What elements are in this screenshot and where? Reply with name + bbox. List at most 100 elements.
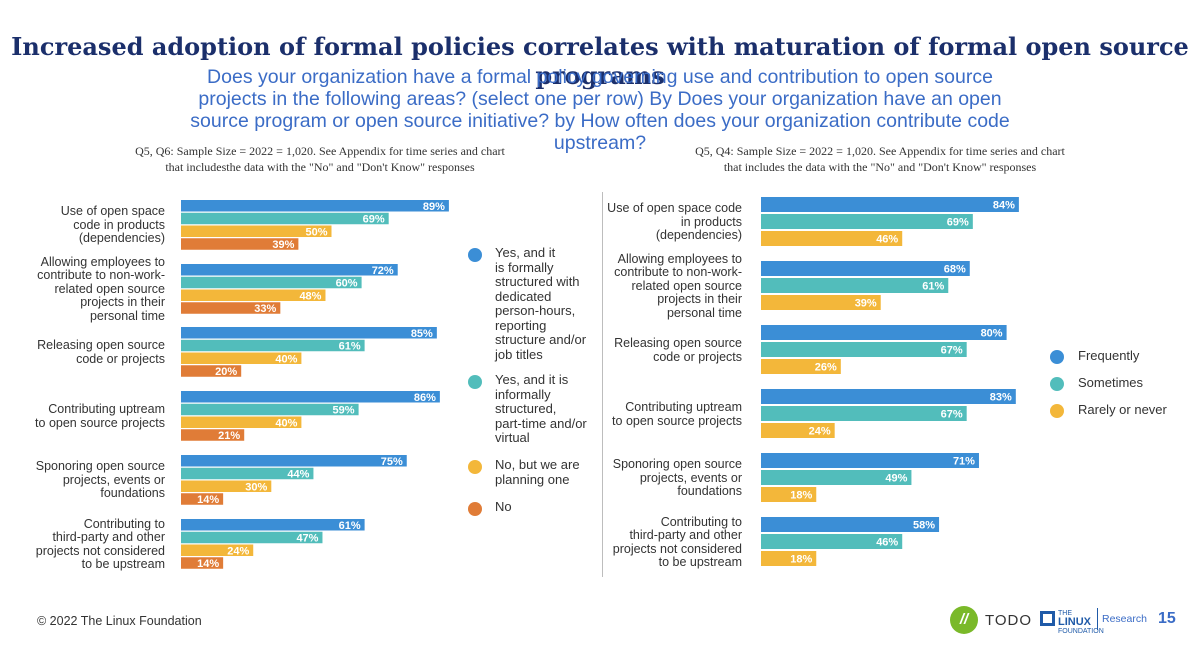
bar-value-label: 61% — [339, 520, 361, 532]
category-label-line: Sponoring open source — [35, 459, 165, 474]
bar — [181, 557, 224, 569]
page-title: Increased adoption of formal policies co… — [11, 32, 1189, 90]
legend-label-line: Yes, and it — [495, 245, 556, 260]
legend-swatch — [1050, 350, 1064, 364]
bar — [181, 302, 281, 314]
category-label-line: to open source projects — [35, 415, 165, 430]
bar — [761, 517, 940, 532]
category-label-line: third-party and other — [52, 530, 165, 544]
bar-value-label: 61% — [922, 281, 944, 293]
category-label-line: projects, events or — [62, 472, 165, 487]
legend-label-line: dedicated — [495, 288, 552, 304]
linux-foundation-logo-text: THE LINUX FOUNDATION — [1058, 610, 1104, 636]
category-label-line: Releasing open source — [37, 338, 165, 352]
category-label-line: Allowing employees to — [617, 251, 742, 266]
category-label: Sponoring open source projects, events or… — [592, 458, 742, 499]
category-label-line: Allowing employees to — [40, 254, 165, 269]
bar-value-label: 84% — [993, 200, 1015, 212]
right-note-line-1: Q5, Q4: Sample Size = 2022 = 1,020. See … — [695, 144, 1065, 158]
bar — [181, 429, 245, 441]
category-label: Contributing uptream to open source proje… — [15, 402, 165, 430]
bar — [181, 200, 449, 212]
page-number: 15 — [1158, 610, 1176, 627]
category-label-line: projects, events or — [639, 470, 742, 485]
bar — [181, 403, 359, 416]
logo-separator — [1097, 608, 1098, 630]
todo-logo-icon: // — [950, 606, 978, 634]
bar — [181, 467, 314, 480]
bar — [181, 289, 326, 301]
legend-label-line: virtual — [495, 430, 530, 445]
bar — [761, 551, 817, 566]
legend-label-line: is formally — [495, 259, 554, 275]
todo-logo-text: TODO — [985, 612, 1033, 629]
bar — [761, 342, 967, 357]
bar-value-label: 49% — [885, 473, 907, 485]
category-label: Releasing open source code or projects — [592, 336, 742, 364]
right-sample-note: Q5, Q4: Sample Size = 2022 = 1,020. See … — [660, 143, 1100, 175]
bar-value-label: 26% — [815, 362, 837, 374]
page-subtitle: Does your organization have a formal pol… — [190, 66, 1010, 154]
bar-value-label: 24% — [809, 426, 831, 438]
copyright-text: © 2022 The Linux Foundation — [37, 614, 202, 628]
legend-label-line: structured with — [495, 274, 580, 289]
category-label: Use of open space code in products (depend… — [15, 205, 165, 246]
bar — [181, 480, 272, 492]
bar-value-label: 85% — [411, 328, 433, 340]
legend-label: Sometimes — [1078, 375, 1144, 390]
legend-label-line: job titles — [495, 346, 543, 362]
legend-label: Rarely or never — [1078, 402, 1167, 417]
legend-label-line: No — [495, 499, 512, 514]
bar-value-label: 86% — [414, 392, 436, 404]
bar — [761, 389, 1016, 404]
bar — [181, 391, 440, 403]
category-label-line: projects in their — [80, 295, 165, 310]
bar-value-label: 83% — [990, 392, 1012, 404]
bar-value-label: 39% — [272, 239, 294, 251]
lf-foundation: FOUNDATION — [1058, 628, 1104, 635]
legend-label: Frequently — [1078, 348, 1140, 363]
category-label-line: projects in their — [657, 292, 742, 307]
category-label-line: foundations — [677, 484, 742, 499]
category-label-line: personal time — [89, 308, 165, 323]
category-label-line: (dependencies) — [655, 228, 742, 243]
category-label-line: foundations — [100, 486, 165, 501]
bar-value-label: 46% — [876, 234, 898, 246]
bar — [181, 276, 362, 289]
bar — [761, 214, 973, 229]
category-label-line: contribute to non-work- — [37, 268, 165, 283]
bar — [181, 339, 365, 352]
legend-label-line: part-time and/or — [495, 415, 587, 431]
category-label-line: related open source — [631, 278, 743, 293]
legend-label-line: structure and/or — [495, 332, 587, 347]
category-label-line: Use of open space — [60, 204, 165, 219]
left-note-line-1: Q5, Q6: Sample Size = 2022 = 1,020. See … — [135, 144, 505, 158]
legend-label-line: person-hours, — [495, 303, 576, 318]
legend-label-line: Yes, and it is — [495, 372, 569, 387]
category-label: Contributing to third-party and other proj… — [15, 517, 165, 572]
category-label-line: code or projects — [653, 349, 742, 364]
bar-value-label: 18% — [790, 490, 812, 502]
bar-value-label: 80% — [981, 328, 1003, 340]
category-label: Contributing to third-party and other proj… — [592, 515, 742, 570]
bar-value-label: 46% — [876, 537, 898, 549]
legend-label-line: reporting — [495, 317, 547, 333]
bar — [181, 225, 332, 237]
bar — [761, 453, 979, 468]
bar — [761, 231, 903, 246]
category-label: Releasing open source code or projects — [15, 338, 165, 366]
bar-value-label: 33% — [254, 303, 276, 315]
legend-label: Yes, and it is informally structured, part-… — [495, 372, 587, 446]
bar — [181, 531, 323, 544]
bar — [181, 327, 437, 339]
category-label-line: code or projects — [76, 351, 165, 366]
category-label-line: Contributing uptream — [625, 400, 742, 414]
bar — [761, 423, 835, 438]
left-note-line-2: that includesthe data with the "No" and … — [165, 160, 475, 174]
bar-value-label: 44% — [287, 469, 309, 481]
bar — [761, 197, 1019, 212]
category-label: Allowing employees to contribute to non-w… — [15, 254, 165, 324]
category-label: Sponoring open source projects, events or… — [15, 460, 165, 501]
bar — [761, 470, 912, 485]
lf-the: THE — [1058, 610, 1072, 617]
